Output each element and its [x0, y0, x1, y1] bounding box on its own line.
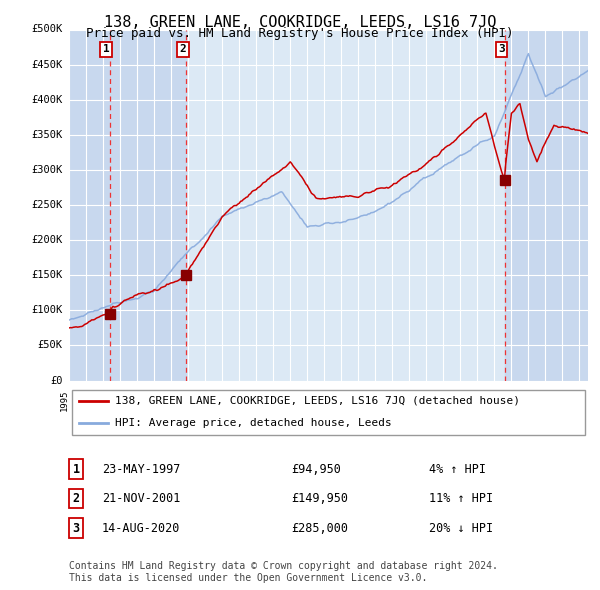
Text: 2025: 2025: [571, 389, 580, 411]
Text: 2004: 2004: [213, 389, 222, 411]
Text: £350K: £350K: [32, 130, 63, 140]
Text: £400K: £400K: [32, 95, 63, 104]
Text: 3: 3: [73, 522, 80, 535]
Text: 2007: 2007: [264, 389, 273, 411]
Text: 2020: 2020: [485, 389, 494, 411]
Text: 2010: 2010: [315, 389, 324, 411]
Text: 2: 2: [73, 492, 80, 505]
Text: 21-NOV-2001: 21-NOV-2001: [102, 492, 181, 505]
Text: 2000: 2000: [145, 389, 154, 411]
Text: 2015: 2015: [400, 389, 409, 411]
Text: £50K: £50K: [38, 340, 63, 350]
Text: 3: 3: [498, 44, 505, 54]
Text: 2016: 2016: [418, 389, 427, 411]
Text: HPI: Average price, detached house, Leeds: HPI: Average price, detached house, Leed…: [115, 418, 391, 428]
Text: 2002: 2002: [179, 389, 188, 411]
Text: £150K: £150K: [32, 270, 63, 280]
Bar: [69, 30, 110, 381]
Text: £500K: £500K: [32, 25, 63, 34]
FancyBboxPatch shape: [71, 390, 586, 435]
Text: 11% ↑ HPI: 11% ↑ HPI: [429, 492, 493, 505]
Text: £100K: £100K: [32, 306, 63, 315]
Text: 1: 1: [73, 463, 80, 476]
Text: 2001: 2001: [162, 389, 171, 411]
Text: 1: 1: [103, 44, 110, 54]
Text: 2008: 2008: [281, 389, 290, 411]
Text: 2: 2: [179, 44, 186, 54]
Text: 23-MAY-1997: 23-MAY-1997: [102, 463, 181, 476]
Text: 14-AUG-2020: 14-AUG-2020: [102, 522, 181, 535]
Text: 2018: 2018: [451, 389, 460, 411]
Text: 2013: 2013: [366, 389, 375, 411]
Text: £250K: £250K: [32, 200, 63, 210]
Text: £0: £0: [50, 376, 63, 385]
Bar: [110, 30, 186, 381]
Text: Contains HM Land Registry data © Crown copyright and database right 2024.
This d: Contains HM Land Registry data © Crown c…: [69, 561, 498, 583]
Text: 2003: 2003: [196, 389, 205, 411]
Text: 2014: 2014: [383, 389, 392, 411]
Text: 2024: 2024: [553, 389, 562, 411]
Text: 138, GREEN LANE, COOKRIDGE, LEEDS, LS16 7JQ: 138, GREEN LANE, COOKRIDGE, LEEDS, LS16 …: [104, 15, 496, 30]
Text: 2009: 2009: [298, 389, 307, 411]
Text: 2022: 2022: [520, 389, 529, 411]
Text: 2012: 2012: [349, 389, 358, 411]
Text: 1997: 1997: [94, 389, 103, 411]
Text: 2021: 2021: [502, 389, 511, 411]
Text: 138, GREEN LANE, COOKRIDGE, LEEDS, LS16 7JQ (detached house): 138, GREEN LANE, COOKRIDGE, LEEDS, LS16 …: [115, 396, 520, 406]
Text: 2023: 2023: [536, 389, 545, 411]
Text: £285,000: £285,000: [291, 522, 348, 535]
Text: 1999: 1999: [128, 389, 137, 411]
Text: 2011: 2011: [332, 389, 341, 411]
Text: 1996: 1996: [77, 389, 86, 411]
Text: £94,950: £94,950: [291, 463, 341, 476]
Text: £450K: £450K: [32, 60, 63, 70]
Text: 2005: 2005: [230, 389, 239, 411]
Text: 1998: 1998: [111, 389, 120, 411]
Text: £149,950: £149,950: [291, 492, 348, 505]
Text: £300K: £300K: [32, 165, 63, 175]
Text: £200K: £200K: [32, 235, 63, 245]
Bar: [505, 30, 588, 381]
Text: Price paid vs. HM Land Registry's House Price Index (HPI): Price paid vs. HM Land Registry's House …: [86, 27, 514, 40]
Text: 20% ↓ HPI: 20% ↓ HPI: [429, 522, 493, 535]
Text: 2006: 2006: [247, 389, 256, 411]
Text: 1995: 1995: [60, 389, 69, 411]
Text: 2017: 2017: [434, 389, 443, 411]
Text: 2019: 2019: [469, 389, 478, 411]
Text: 4% ↑ HPI: 4% ↑ HPI: [429, 463, 486, 476]
